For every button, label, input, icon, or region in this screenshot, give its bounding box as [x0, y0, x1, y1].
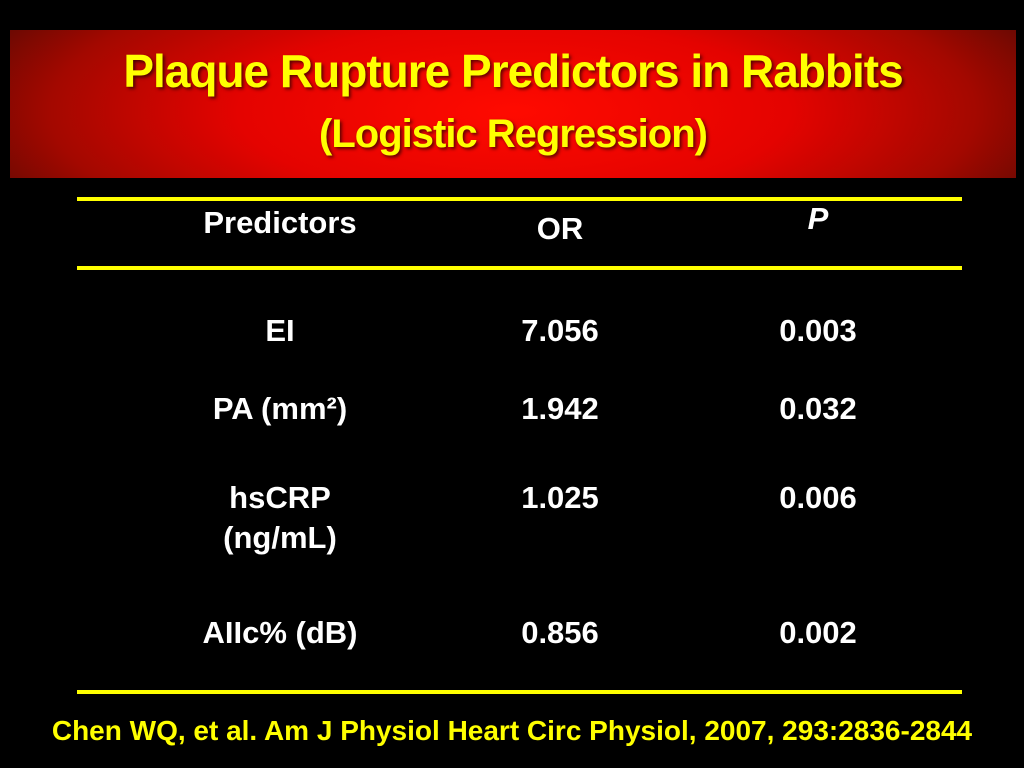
table-rule-below-header	[77, 266, 962, 270]
slide-subtitle: (Logistic Regression)	[319, 112, 708, 156]
predictor-cell: hsCRP (ng/mL)	[223, 480, 337, 555]
column-header-p: P	[807, 201, 829, 236]
or-value-cell: 0.856	[521, 615, 599, 650]
table-rule-bottom	[77, 690, 962, 694]
predictor-cell: PA (mm²)	[212, 391, 348, 426]
p-value-cell: 0.003	[779, 313, 857, 348]
p-value-cell: 0.032	[779, 391, 857, 426]
column-header-or: OR	[536, 211, 584, 246]
column-header-predictors: Predictors	[203, 205, 357, 240]
table-rule-top	[77, 197, 962, 201]
predictor-cell: EI	[265, 313, 295, 348]
slide-title: Plaque Rupture Predictors in Rabbits	[123, 45, 903, 97]
p-value-cell: 0.006	[779, 480, 857, 515]
citation: Chen WQ, et al. Am J Physiol Heart Circ …	[51, 715, 973, 746]
or-value-cell: 1.025	[521, 480, 599, 515]
or-value-cell: 1.942	[521, 391, 599, 426]
predictor-cell: AIIc% (dB)	[202, 615, 358, 650]
or-value-cell: 7.056	[521, 313, 599, 348]
p-value-cell: 0.002	[779, 615, 857, 650]
title-banner: Plaque Rupture Predictors in Rabbits (Lo…	[10, 30, 1016, 178]
